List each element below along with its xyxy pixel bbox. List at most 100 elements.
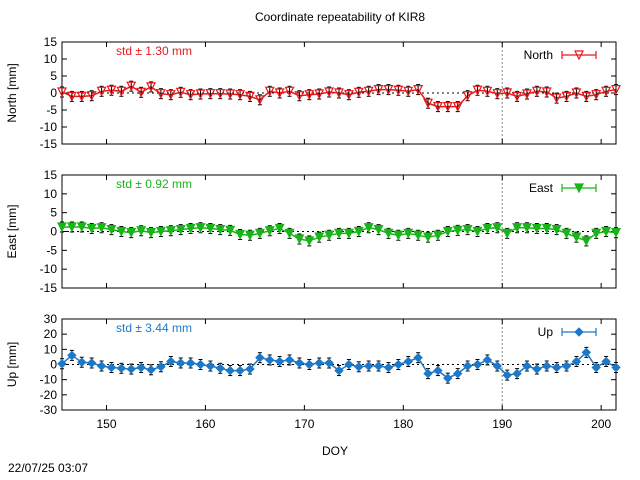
data-point-north — [254, 95, 265, 106]
data-point-east — [393, 230, 404, 241]
data-point-east — [452, 225, 463, 236]
data-point-east — [591, 228, 602, 239]
data-point-north — [304, 90, 315, 101]
data-point-up — [294, 358, 305, 368]
data-point-up — [255, 352, 265, 363]
panel-east: -15 -10 -5 0 5 10 15 East [mm] std ± 0.92 mm East — [5, 168, 621, 295]
legend-label-up: Up — [538, 325, 554, 339]
data-point-north — [393, 85, 404, 96]
data-point-north — [561, 91, 572, 102]
data-point-east — [96, 223, 107, 234]
data-point-east — [314, 232, 325, 243]
data-point-east — [383, 228, 394, 239]
data-point-east — [195, 223, 206, 234]
data-point-east — [155, 226, 166, 237]
data-point-up — [373, 361, 384, 371]
data-point-east — [442, 226, 453, 237]
data-point-north — [452, 101, 463, 112]
data-point-east — [492, 223, 503, 234]
y-tick-label-east: -10 — [40, 262, 58, 276]
data-point-north — [423, 98, 434, 109]
data-point-east — [611, 228, 621, 238]
x-tick-label: 200 — [591, 417, 611, 431]
data-point-east — [521, 223, 532, 234]
y-tick-label-east: 15 — [44, 168, 58, 182]
y-tick-label-east: 10 — [44, 187, 58, 201]
y-tick-label-east: 0 — [50, 225, 57, 239]
data-point-north — [334, 88, 344, 99]
data-point-east — [264, 226, 275, 237]
data-point-east — [472, 226, 483, 237]
data-point-north — [403, 86, 414, 97]
data-point-east — [165, 226, 176, 237]
data-point-up — [611, 362, 621, 373]
data-point-up — [383, 362, 394, 373]
data-point-east — [274, 223, 285, 234]
data-point-north — [205, 89, 216, 100]
y-tick-label-east: -5 — [46, 243, 57, 257]
data-point-east — [601, 226, 612, 237]
data-point-up — [106, 362, 117, 373]
data-point-east — [571, 232, 582, 243]
data-point-north — [284, 86, 295, 97]
data-point-east — [235, 229, 246, 240]
data-point-up — [502, 370, 512, 380]
data-point-east — [432, 230, 443, 241]
data-point-north — [57, 87, 67, 98]
data-point-up — [472, 359, 483, 370]
data-point-east — [502, 228, 513, 239]
data-point-up — [126, 364, 136, 374]
data-point-east — [205, 223, 216, 234]
data-point-north — [175, 87, 186, 98]
y-tick-label-north: -15 — [40, 137, 58, 151]
data-point-east — [413, 230, 424, 241]
data-point-up — [393, 359, 404, 370]
data-point-east — [66, 222, 77, 233]
data-point-north — [116, 86, 127, 97]
data-point-north — [512, 91, 523, 102]
data-point-north — [482, 86, 493, 97]
legend-label-north: North — [524, 48, 553, 62]
data-point-up — [492, 361, 502, 371]
data-point-up — [354, 362, 364, 372]
data-point-north — [413, 84, 424, 95]
data-point-up — [265, 355, 275, 365]
data-point-north — [521, 89, 532, 100]
data-point-north — [66, 91, 77, 102]
data-point-east — [76, 222, 87, 233]
data-point-up — [215, 363, 225, 373]
x-tick-label: 150 — [97, 417, 117, 431]
legend-marker-east — [574, 183, 584, 194]
x-tick-label: 180 — [393, 417, 413, 431]
chart-title: Coordinate repeatability of KIR8 — [255, 10, 425, 24]
data-point-up — [334, 365, 344, 376]
y-tick-label-up: 0 — [50, 358, 57, 372]
data-point-up — [571, 356, 582, 367]
data-point-east — [373, 225, 384, 235]
y-axis-label-east: East [mm] — [5, 204, 19, 258]
data-point-east — [531, 223, 542, 234]
data-point-north — [324, 87, 335, 98]
panel-north: -15 -10 -5 0 5 10 15 North [mm] std ± 1.30 mm Nor… — [5, 35, 621, 151]
data-point-north — [106, 85, 117, 96]
y-tick-label-east: 5 — [50, 206, 57, 220]
data-point-up — [344, 359, 354, 370]
data-point-up — [77, 357, 87, 367]
data-point-north — [551, 93, 562, 104]
data-point-up — [116, 363, 127, 373]
x-tick-label: 190 — [492, 417, 512, 431]
y-tick-label-up: 10 — [44, 342, 58, 356]
data-point-up — [96, 361, 107, 371]
data-point-north — [235, 90, 246, 101]
data-point-up — [403, 356, 413, 367]
data-point-up — [363, 361, 374, 371]
y-tick-label-up: 20 — [44, 327, 58, 341]
data-point-up — [591, 362, 601, 373]
data-point-north — [343, 90, 354, 101]
data-point-north — [96, 86, 107, 97]
data-point-east — [363, 223, 374, 234]
data-point-north — [294, 91, 305, 102]
std-label-north: std ± 1.30 mm — [116, 44, 192, 58]
data-point-east — [482, 223, 493, 234]
